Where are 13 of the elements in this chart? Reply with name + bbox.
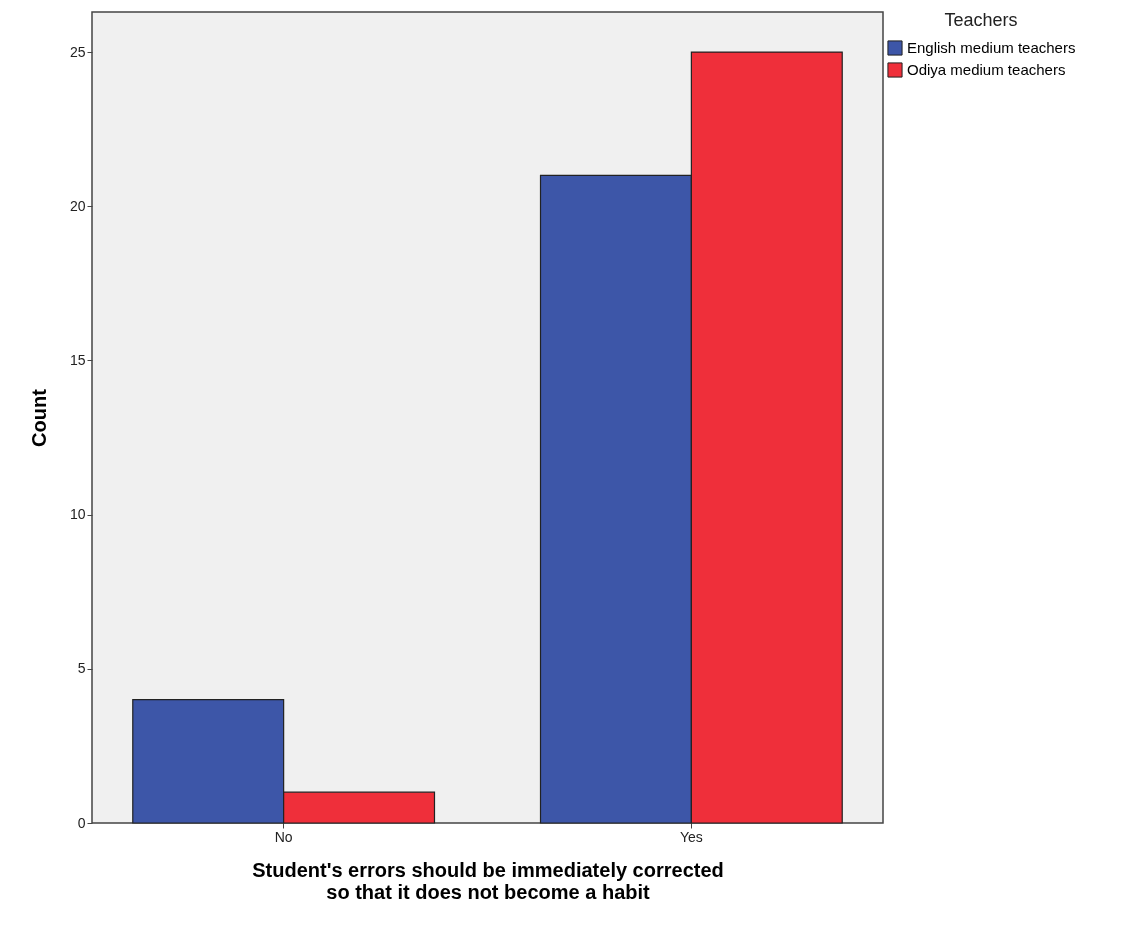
legend-label: Odiya medium teachers [907,61,1066,78]
y-tick-label: 5 [77,660,86,677]
y-tick-label: 15 [69,351,86,368]
x-axis-title: Student's errors should be immediately corrected so that it does not become a habit [252,858,724,903]
y-tick-label: 25 [69,43,86,60]
legend-label: English medium teachers [907,39,1076,56]
legend-title: Teachers [944,10,1018,30]
y-tick-label: 10 [69,506,86,523]
y-tick-label: 20 [69,197,86,214]
y-tick-label: 0 [77,814,86,831]
x-tick-label: No [274,828,293,845]
x-tick-label: Yes [679,828,703,845]
y-axis-title: Count [27,388,50,447]
